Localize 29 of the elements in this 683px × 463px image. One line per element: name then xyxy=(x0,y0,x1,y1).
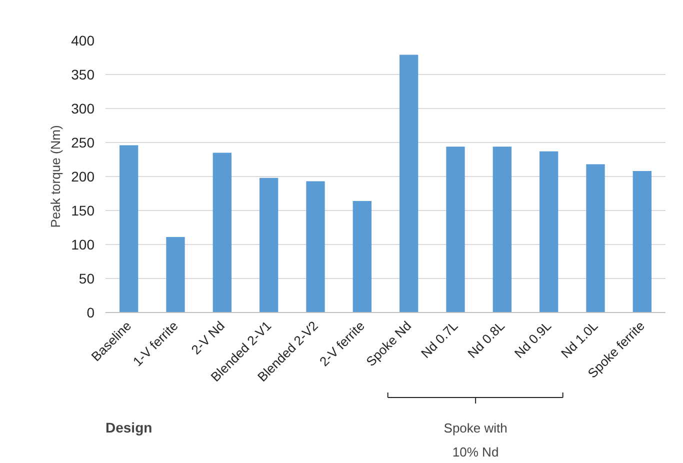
x-tick-label: Nd 0.9L xyxy=(511,318,554,361)
bar xyxy=(306,181,325,312)
bar xyxy=(492,146,512,312)
y-tick-label: 200 xyxy=(71,168,95,184)
y-tick-label: 250 xyxy=(71,134,95,150)
y-axis-title: Peak torque (Nm) xyxy=(48,125,64,228)
bar xyxy=(632,171,652,312)
y-tick-label: 0 xyxy=(86,304,95,320)
y-tick-label: 350 xyxy=(71,66,95,82)
y-tick-label: 400 xyxy=(71,32,95,48)
x-tick-label: Nd 0.8L xyxy=(464,318,508,361)
y-tick-label: 300 xyxy=(71,100,95,116)
text: Spoke with 10% Nd xyxy=(444,420,508,460)
bar xyxy=(446,146,465,312)
y-tick-label: 100 xyxy=(71,236,95,252)
y-tick-label: 150 xyxy=(71,202,95,218)
bar xyxy=(166,237,185,312)
bar xyxy=(260,178,278,312)
x-tick-label: Nd 1.0L xyxy=(558,318,601,361)
bar xyxy=(586,164,605,312)
x-axis-title: Design xyxy=(106,420,152,436)
y-tick-label: 50 xyxy=(78,270,95,286)
x-tick-label: 2-V Nd xyxy=(188,318,228,358)
bar xyxy=(400,54,418,312)
bar xyxy=(540,151,558,312)
x-tick-label: Nd 0.7L xyxy=(418,318,461,361)
bar xyxy=(352,200,372,312)
bar xyxy=(212,152,232,312)
bar xyxy=(120,145,138,312)
